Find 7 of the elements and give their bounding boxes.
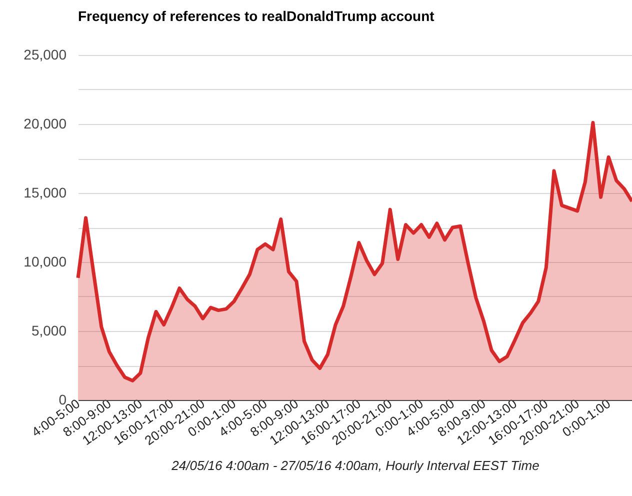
x-axis-title: 24/05/16 4:00am - 27/05/16 4:00am, Hourly Interval EEST Time: [170, 458, 540, 474]
y-tick-label: 25,000: [24, 46, 67, 62]
chart-title: Frequency of references to realDonaldTrump account: [78, 8, 435, 24]
y-tick-label: 10,000: [24, 254, 67, 270]
y-tick-label: 5,000: [31, 322, 67, 338]
y-tick-label: 20,000: [24, 116, 67, 132]
y-tick-label: 15,000: [24, 184, 67, 200]
